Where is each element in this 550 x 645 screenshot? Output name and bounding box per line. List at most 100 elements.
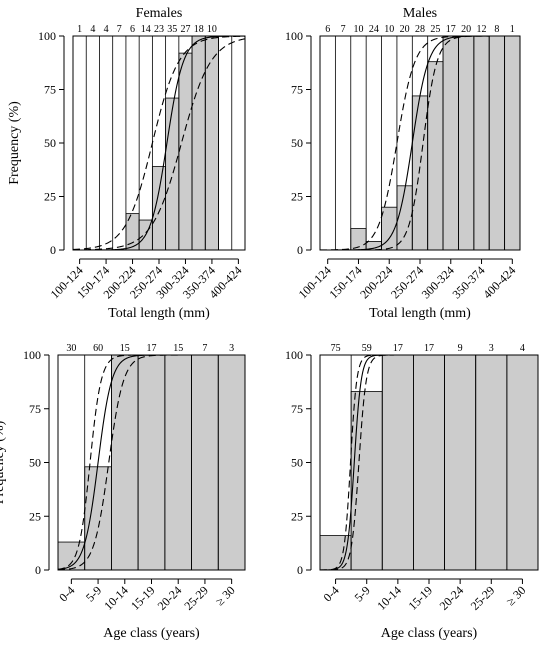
count-label: 17: [424, 343, 434, 354]
count-label: 14: [141, 24, 151, 35]
x-tick-label: 20-24: [155, 583, 185, 613]
count-label: 10: [207, 24, 217, 35]
bar: [413, 354, 445, 571]
x-tick-label: 5-9: [352, 583, 373, 604]
fitted-curve: [57, 354, 245, 570]
y-tick-label: 100: [23, 348, 41, 362]
count-label: 8: [494, 24, 499, 35]
x-tick-label: 0-4: [56, 583, 77, 604]
x-tick-label: 250-274: [388, 263, 426, 301]
count-label: 59: [362, 343, 372, 354]
bar: [165, 97, 180, 251]
y-axis-title: Frequency (%): [7, 101, 22, 185]
count-label: 17: [147, 343, 157, 354]
y-tick-label: 50: [44, 136, 56, 150]
bar: [350, 391, 383, 571]
x-tick-label: 150-174: [326, 263, 364, 301]
x-tick-label: 300-324: [419, 263, 457, 301]
count-label: 6: [325, 24, 330, 35]
count-label: 4: [104, 24, 109, 35]
count-label: 25: [430, 24, 440, 35]
x-tick-label: 100-124: [296, 263, 334, 301]
count-label: 28: [415, 24, 425, 35]
y-tick-label: 25: [29, 509, 41, 523]
y-tick-label: 25: [291, 190, 303, 204]
ci-upper-curve: [72, 38, 246, 251]
x-tick-label: 25-29: [181, 583, 211, 613]
x-tick-label: 20-24: [437, 583, 467, 613]
fitted-curve: [73, 35, 245, 251]
x-tick-label: ≥ 30: [503, 583, 528, 608]
count-label: 6: [130, 24, 135, 35]
y-tick-label: 100: [285, 29, 303, 43]
x-tick-label: 25-29: [468, 583, 498, 613]
bar: [137, 354, 166, 571]
count-label: 17: [446, 24, 456, 35]
x-tick-label: 10-14: [101, 583, 131, 613]
fitted-curve: [320, 35, 520, 251]
count-label: 1: [77, 24, 82, 35]
y-tick-label: 0: [297, 243, 303, 257]
x-tick-label: 400-424: [480, 263, 518, 301]
count-label: 10: [384, 24, 394, 35]
y-tick-label: 25: [44, 190, 56, 204]
x-tick-label: 200-224: [357, 263, 395, 301]
count-label: 20: [461, 24, 471, 35]
bar: [191, 354, 219, 571]
bar: [458, 35, 475, 251]
y-tick-label: 100: [38, 29, 56, 43]
count-label: 1: [510, 24, 515, 35]
bar: [444, 354, 477, 571]
x-tick-label: 10-14: [374, 583, 404, 613]
bar: [396, 185, 413, 251]
y-tick-label: 50: [29, 456, 41, 470]
x-tick-label: ≥ 30: [213, 583, 238, 608]
panel-title: Females: [136, 6, 183, 21]
count-label: 27: [180, 24, 190, 35]
count-label: 15: [173, 343, 183, 354]
count-label: 15: [120, 343, 130, 354]
x-tick-label: 350-374: [449, 263, 487, 301]
x-axis-title: Total length (mm): [369, 306, 471, 321]
count-label: 7: [202, 343, 207, 354]
bar: [504, 35, 521, 251]
count-label: 18: [194, 24, 204, 35]
count-label: 30: [66, 343, 76, 354]
count-label: 12: [477, 24, 487, 35]
bar: [381, 354, 414, 571]
count-label: 7: [341, 24, 346, 35]
bar: [411, 95, 429, 251]
y-axis-title: Frequency (%): [0, 420, 7, 504]
count-label: 4: [520, 343, 525, 354]
x-axis-title: Age class (years): [103, 626, 200, 641]
chart-panel-4: 75 59 17 17 9 3 4 0 25 50 75 100 0-4 5-9 10-14 15-19 20-…: [285, 343, 539, 641]
x-tick-label: 5-9: [83, 583, 104, 604]
fitted-curve: [320, 354, 538, 571]
count-label: 10: [353, 24, 363, 35]
y-tick-label: 75: [291, 83, 303, 97]
bar: [319, 535, 352, 571]
x-axis-title: Total length (mm): [108, 306, 210, 321]
count-label: 3: [489, 343, 494, 354]
count-label: 4: [90, 24, 95, 35]
x-tick-label: 0-4: [320, 583, 341, 604]
ci-upper-curve: [57, 354, 245, 571]
count-label: 17: [393, 343, 403, 354]
bar: [151, 166, 167, 251]
y-tick-label: 50: [291, 456, 303, 470]
count-label: 23: [154, 24, 164, 35]
y-tick-label: 50: [291, 136, 303, 150]
y-tick-label: 75: [44, 83, 56, 97]
ci-lower-curve: [72, 35, 246, 251]
x-tick-label: 15-19: [405, 583, 435, 613]
count-label: 7: [117, 24, 122, 35]
panel-title: Males: [403, 6, 437, 21]
y-tick-label: 0: [35, 563, 41, 577]
bar: [191, 35, 206, 251]
x-axis-title: Age class (years): [381, 626, 478, 641]
x-tick-label: 15-19: [128, 583, 158, 613]
y-tick-label: 0: [297, 563, 303, 577]
